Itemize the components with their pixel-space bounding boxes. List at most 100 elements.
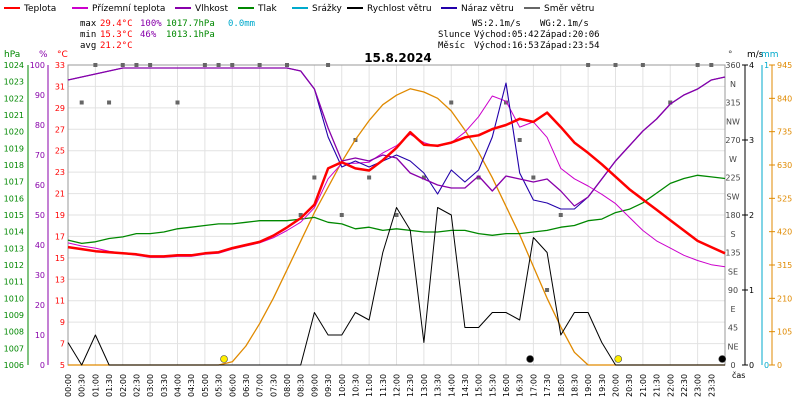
hpa-axis-tick: 1010 [4, 294, 24, 303]
x-axis-tick: 10:00 [338, 374, 347, 397]
temp-axis-tick: 5 [60, 361, 65, 370]
hpa-axis-tick: 1013 [4, 244, 24, 253]
x-axis-tick: 10:30 [351, 374, 360, 397]
x-axis-tick: 00:00 [64, 374, 73, 397]
wind-direction-point [668, 100, 673, 105]
direction-axis-tick: 0 [730, 361, 735, 370]
solar-axis-tick: 840 [777, 94, 792, 103]
hpa-axis-tick: 1020 [4, 128, 24, 137]
direction-axis-tick: NE [727, 342, 738, 351]
hpa-axis-tick: 1019 [4, 144, 24, 153]
x-axis-tick: 09:30 [324, 374, 333, 397]
wind-direction-point [695, 63, 700, 67]
direction-axis-tick: 135 [725, 249, 740, 258]
solar-axis-tick: 525 [777, 194, 792, 203]
direction-axis-tick: 360 [725, 61, 740, 70]
stat-min-label: min [80, 30, 96, 40]
x-axis-tick: 17:30 [543, 374, 552, 397]
wind-direction-point [531, 175, 536, 180]
stats-block: max 29.4°C 100% 1017.7hPa 0.0mm min 15.3… [80, 19, 255, 51]
sunset-info: Západ:20:06 [540, 30, 600, 40]
hpa-axis-tick: 1018 [4, 161, 24, 170]
x-axis-tick: 23:00 [694, 374, 703, 397]
pct-axis-tick: 0 [40, 361, 45, 370]
direction-axis-tick: W [729, 155, 737, 164]
moon-label: Měsíc [438, 41, 465, 51]
hpa-axis-tick: 1011 [4, 278, 24, 287]
direction-axis-tick: 225 [725, 174, 740, 183]
temp-axis-tick: 27 [55, 125, 65, 134]
pct-axis-tick: 70 [35, 151, 45, 160]
x-axis-tick: 04:00 [174, 374, 183, 397]
pct-axis-label: % [39, 50, 48, 60]
wind-direction-point [120, 63, 125, 67]
legend-label: Srážky [312, 4, 343, 14]
sun-label: Slunce [438, 30, 471, 40]
series-line-vlhkost [67, 67, 726, 207]
temp-axis-tick: 25 [55, 147, 65, 156]
stat-max-hum: 100% [140, 19, 162, 29]
pct-axis-tick: 90 [35, 91, 45, 100]
legend-label: Teplota [23, 4, 56, 14]
wind-direction-point [257, 63, 262, 67]
direction-axis-tick: SE [728, 267, 738, 276]
wind-direction-point [93, 63, 98, 67]
solar-axis-tick: 630 [777, 161, 792, 170]
hpa-axis-label: hPa [4, 50, 20, 60]
x-axis-tick: 14:30 [461, 374, 470, 397]
x-axis-tick: 08:30 [297, 374, 306, 397]
direction-axis-tick: 90 [728, 286, 738, 295]
x-axis-tick: 08:00 [283, 374, 292, 397]
x-axis-tick: 21:00 [639, 374, 648, 397]
x-axis-tick: 01:00 [91, 374, 100, 397]
pct-axis-tick: 50 [35, 211, 45, 220]
hpa-axis-tick: 1009 [4, 311, 24, 320]
wind-direction-point [504, 100, 508, 105]
x-axis-tick: 20:00 [612, 374, 621, 397]
x-axis-tick: 20:30 [625, 374, 634, 397]
stat-max-press: 1017.7hPa [166, 19, 215, 29]
hpa-axis-tick: 1017 [4, 178, 24, 187]
axes: 1024102310221021102010191018101710161015… [4, 50, 793, 397]
ms-axis-tick: 2 [749, 211, 754, 220]
hpa-axis-tick: 1007 [4, 344, 24, 353]
temp-axis-tick: 31 [55, 82, 65, 91]
ms-axis-tick: 3 [749, 136, 754, 145]
info-block: WS:2.1m/s WG:2.1m/s Slunce Východ:05:42 … [438, 19, 600, 51]
x-axis-tick: 05:00 [201, 374, 210, 397]
hpa-axis-tick: 1006 [4, 361, 24, 370]
ms-axis-tick: 0 [749, 361, 754, 370]
x-axis-tick: 21:30 [653, 374, 662, 397]
wind-direction-point [134, 63, 139, 67]
stat-min-press: 1013.1hPa [166, 30, 215, 40]
x-axis-tick: 00:30 [78, 374, 87, 397]
legend-label: Tlak [257, 4, 278, 14]
wind-direction-point [613, 63, 618, 67]
direction-axis-tick: SW [727, 192, 740, 201]
legend-label: Náraz větru [461, 4, 514, 14]
solar-axis-tick: 315 [777, 261, 792, 270]
legend-label: Přízemní teplota [92, 4, 165, 14]
x-axis-tick: 19:30 [598, 374, 607, 397]
x-axis-tick: 05:30 [215, 374, 224, 397]
temp-axis-tick: 11 [55, 297, 65, 306]
stat-avg-label: avg [80, 41, 96, 51]
pct-axis-tick: 60 [35, 181, 45, 190]
wind-direction-point [148, 63, 153, 67]
x-axis-tick: 16:00 [502, 374, 511, 397]
wind-direction-point [449, 100, 454, 105]
x-axis-tick: 13:00 [420, 374, 429, 397]
x-axis-tick: 23:30 [707, 374, 716, 397]
moonset-info: Západ:23:54 [540, 41, 600, 51]
wind-direction-point [107, 100, 112, 105]
x-axis-tick: 03:30 [160, 374, 169, 397]
solar-axis-tick: 945 [777, 61, 792, 70]
hpa-axis-tick: 1008 [4, 328, 24, 337]
stat-max-temp: 29.4°C [100, 19, 133, 29]
pct-axis-tick: 80 [35, 121, 45, 130]
hpa-axis-tick: 1014 [4, 228, 24, 237]
solar-axis-tick: 735 [777, 128, 792, 137]
series-line-rychlost-v-tru [67, 207, 725, 366]
direction-axis-tick: E [730, 305, 735, 314]
stat-min-temp: 15.3°C [100, 30, 133, 40]
